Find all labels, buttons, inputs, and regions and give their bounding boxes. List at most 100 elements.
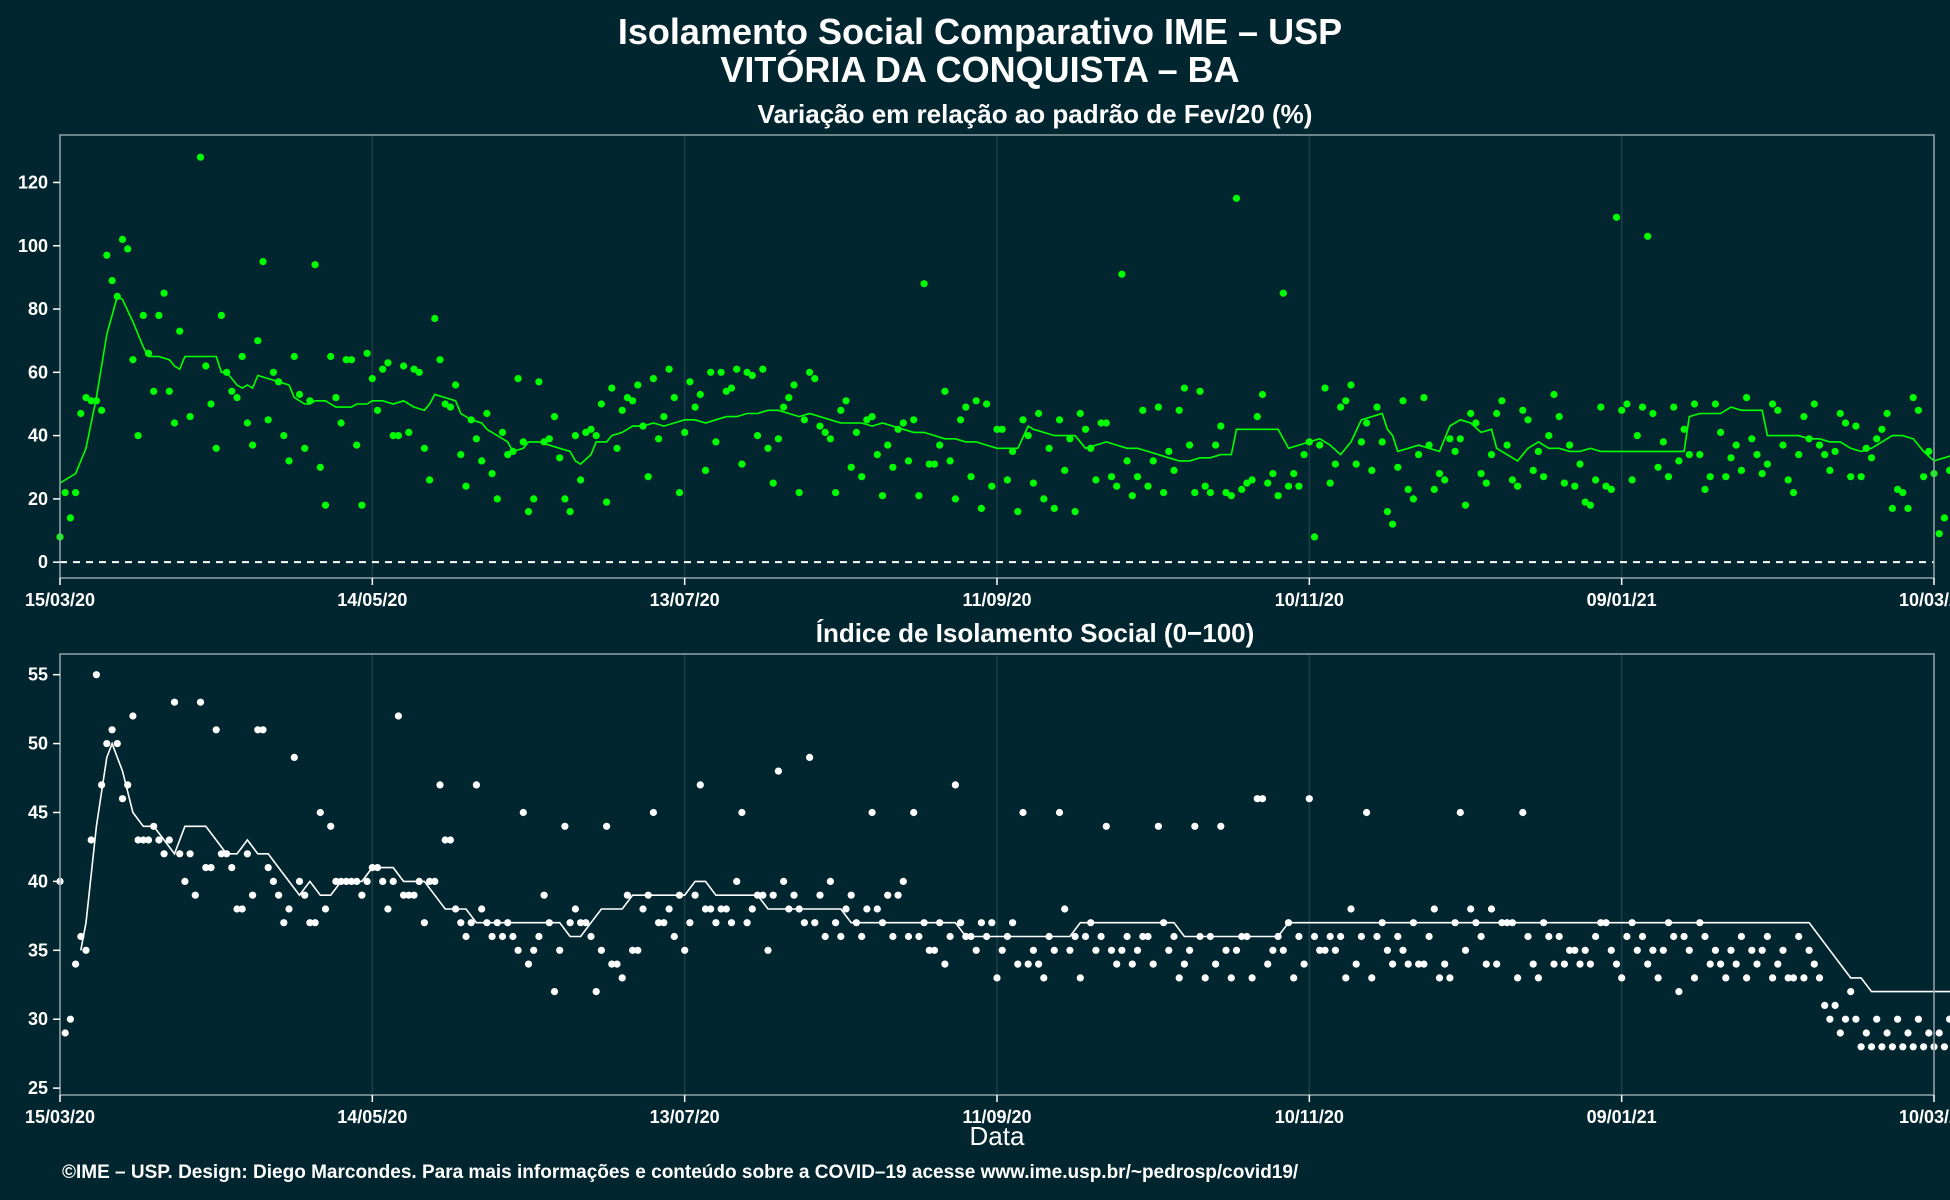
data-point — [452, 381, 460, 389]
data-point — [1482, 960, 1490, 968]
data-point — [993, 974, 1001, 982]
bottom-chart-panel: Índice de Isolamento Social (0−100) 25 30 3… — [25, 618, 1950, 1127]
data-point — [701, 905, 710, 913]
data-point — [1743, 974, 1751, 982]
data-point — [858, 932, 866, 941]
data-point — [426, 476, 434, 484]
data-point — [1435, 470, 1444, 478]
data-point — [889, 463, 897, 471]
data-point — [1399, 397, 1407, 405]
data-point — [1774, 960, 1782, 968]
data-point — [1722, 974, 1730, 982]
data-point — [571, 905, 580, 913]
data-point — [1331, 946, 1339, 954]
data-point — [1576, 960, 1584, 968]
data-point — [1477, 932, 1485, 941]
data-point — [1883, 1029, 1891, 1037]
data-point — [1717, 428, 1725, 436]
data-point — [941, 387, 949, 395]
data-point — [1670, 403, 1678, 411]
data-point — [1940, 1043, 1948, 1051]
data-point — [410, 365, 418, 373]
data-point — [1477, 470, 1485, 478]
data-point — [1014, 960, 1022, 968]
data-point — [212, 444, 220, 452]
data-point — [634, 946, 642, 954]
data-point — [72, 489, 80, 497]
data-point — [1024, 432, 1032, 440]
data-point — [1758, 470, 1766, 478]
data-point — [660, 919, 668, 927]
data-point — [1102, 822, 1110, 830]
data-point — [1415, 451, 1423, 459]
data-point — [1644, 232, 1652, 240]
data-point — [66, 1015, 74, 1023]
data-point — [1826, 1015, 1834, 1023]
data-point — [988, 919, 996, 927]
data-point — [1451, 447, 1459, 455]
data-point — [77, 409, 85, 418]
data-point — [681, 946, 689, 954]
data-point — [1461, 501, 1470, 509]
y-tick-label: 30 — [28, 1009, 48, 1029]
data-point — [176, 850, 184, 858]
data-point — [1914, 1015, 1922, 1023]
data-point — [670, 932, 678, 941]
data-point — [1165, 447, 1173, 455]
data-point — [535, 378, 543, 386]
data-point — [1508, 476, 1516, 484]
data-point — [1774, 406, 1782, 414]
data-point — [1217, 822, 1225, 830]
y-tick-label: 100 — [18, 236, 48, 256]
data-point — [1795, 932, 1803, 941]
data-point — [1383, 946, 1391, 954]
data-point — [504, 451, 512, 459]
data-point — [535, 932, 543, 941]
data-point — [1222, 946, 1230, 954]
data-point — [1217, 422, 1225, 430]
x-tick-label: 10/03/21 — [1899, 1107, 1950, 1127]
data-point — [1586, 501, 1594, 509]
data-point — [1269, 470, 1277, 478]
data-point — [1607, 485, 1615, 493]
data-point — [1055, 416, 1064, 424]
data-point — [124, 245, 132, 253]
data-point — [1867, 454, 1876, 462]
data-point — [1946, 1015, 1950, 1023]
data-point — [483, 409, 491, 418]
data-point — [249, 891, 257, 899]
data-point — [1420, 960, 1428, 968]
data-point — [1498, 397, 1506, 405]
data-point — [519, 438, 527, 446]
data-point — [1066, 435, 1074, 443]
data-point — [249, 441, 257, 449]
data-point — [1821, 451, 1829, 459]
data-point — [1815, 441, 1824, 449]
data-point — [774, 435, 783, 443]
data-point — [301, 891, 309, 899]
data-point — [884, 441, 892, 449]
data-point — [1545, 432, 1553, 440]
data-point — [910, 416, 918, 424]
data-point — [1144, 482, 1152, 490]
data-point — [186, 850, 194, 858]
data-point — [1394, 932, 1402, 941]
data-point — [1118, 946, 1126, 954]
data-point — [759, 891, 767, 899]
data-point — [1935, 1029, 1943, 1037]
data-point — [655, 435, 663, 443]
data-point — [1576, 460, 1584, 468]
data-point — [196, 153, 205, 161]
data-point — [556, 454, 564, 462]
data-point — [160, 289, 168, 297]
data-point — [1342, 974, 1350, 982]
data-point — [1654, 463, 1662, 471]
data-point — [826, 877, 835, 886]
data-point — [1154, 403, 1162, 411]
data-point — [1649, 946, 1657, 954]
data-point — [1519, 406, 1527, 414]
data-point — [61, 489, 69, 497]
data-point — [1415, 960, 1423, 968]
data-point — [1581, 946, 1589, 954]
